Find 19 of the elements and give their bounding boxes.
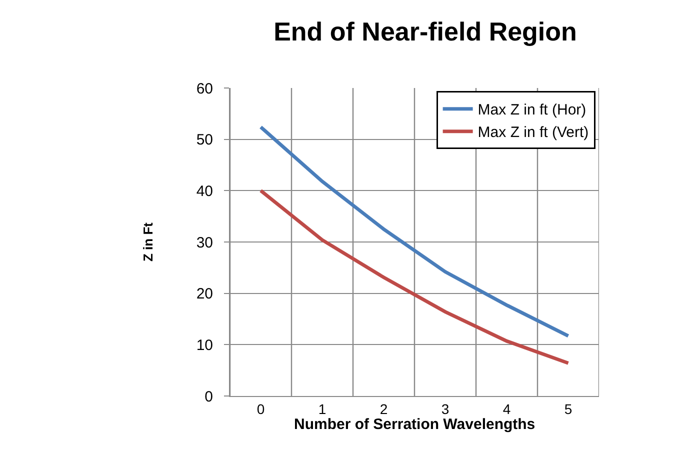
y-tick-label: 0 [204, 388, 213, 406]
x-tick-label: 0 [256, 400, 265, 417]
x-tick-label: 3 [441, 400, 450, 417]
y-tick-label: 10 [196, 336, 213, 354]
x-tick-label: 1 [318, 400, 326, 417]
x-tick-label: 4 [502, 400, 511, 417]
y-tick-label: 30 [196, 234, 213, 252]
x-tick-label: 2 [380, 400, 388, 417]
chart-title: End of Near-field Region [274, 16, 577, 47]
y-tick-label: 20 [196, 286, 213, 303]
y-tick-label: 40 [196, 182, 213, 200]
y-tick-label: 60 [196, 80, 213, 98]
line-series [259, 188, 570, 365]
x-tick-label: 5 [564, 400, 572, 417]
y-tick-label: 50 [196, 132, 213, 149]
legend-label: Max Z in ft (Vert) [478, 124, 589, 142]
y-axis-title: Z in Ft [140, 222, 156, 262]
legend-label: Max Z in ft (Hor) [478, 102, 586, 119]
x-axis-title: Number of Serration Wavelengths [294, 416, 536, 433]
